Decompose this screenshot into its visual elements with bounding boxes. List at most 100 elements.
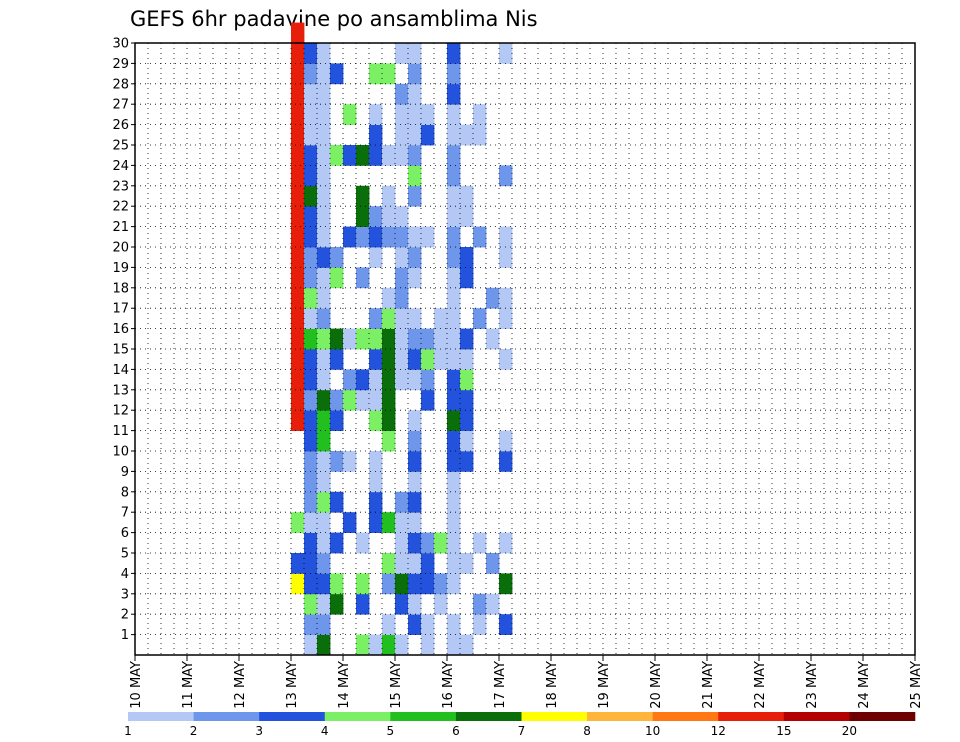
precip-cell [421, 124, 435, 146]
precip-cell [291, 165, 305, 187]
precip-cell [473, 614, 487, 635]
precip-cell [356, 532, 370, 554]
precip-cell [382, 206, 396, 227]
colorbar-segment [783, 712, 850, 721]
precip-cell [304, 532, 318, 554]
precip-cell [317, 63, 331, 85]
x-tick-label: 15 MAY [389, 661, 404, 709]
colorbar-segment [193, 712, 260, 721]
precip-cell [421, 328, 435, 350]
precip-cell [317, 165, 331, 187]
precip-cell [434, 328, 448, 350]
precip-cell [460, 267, 474, 289]
precip-cell [317, 573, 331, 595]
y-tick-label: 15 [112, 343, 129, 358]
precip-cell [304, 247, 318, 268]
precip-cell [356, 634, 370, 656]
precip-cell [499, 430, 513, 452]
precip-cell [486, 287, 500, 309]
colorbar-segment [455, 712, 522, 721]
precip-cell [395, 634, 409, 656]
precip-cell [382, 410, 396, 431]
precip-cell [408, 165, 422, 187]
precip-cell [460, 247, 474, 268]
precip-cell [330, 410, 344, 431]
precip-cell [447, 63, 461, 85]
precip-cell [369, 63, 383, 85]
precip-cell [369, 512, 383, 533]
precip-cell [395, 206, 409, 227]
precip-cell [304, 634, 318, 656]
precip-cell [291, 43, 305, 64]
precip-cell [343, 369, 357, 391]
precip-cell [291, 124, 305, 146]
precip-cell [499, 573, 513, 595]
precip-cell [382, 369, 396, 391]
precip-cell [447, 369, 461, 391]
precip-cell [291, 410, 305, 431]
precip-cell [382, 430, 396, 452]
y-tick-label: 3 [121, 587, 129, 602]
precip-cell [447, 247, 461, 268]
precip-cell [408, 532, 422, 554]
precip-cell [317, 634, 331, 656]
precip-cell [460, 349, 474, 370]
precip-cell [304, 83, 318, 105]
precip-cell [395, 369, 409, 391]
precip-cell [369, 247, 383, 268]
precip-cell [317, 532, 331, 554]
precip-cell [304, 512, 318, 533]
precip-cell [317, 308, 331, 329]
y-tick-label: 6 [121, 526, 129, 541]
precip-cell [291, 328, 305, 350]
precip-cell [460, 185, 474, 207]
x-tick-label: 13 MAY [285, 661, 300, 709]
x-tick-label: 10 MAY [129, 661, 144, 709]
colorbar-label: 15 [776, 724, 791, 738]
precip-cell [395, 287, 409, 309]
grid-layer [135, 42, 915, 655]
precip-cell [408, 369, 422, 391]
precip-cell [330, 247, 344, 268]
precip-cell [408, 349, 422, 370]
x-tick-label: 12 MAY [233, 661, 248, 709]
x-tick-label: 19 MAY [597, 661, 612, 709]
y-tick-label: 2 [121, 608, 129, 623]
precip-cell [460, 206, 474, 227]
precip-cell [395, 491, 409, 513]
precip-cell [369, 369, 383, 391]
precip-cell [408, 185, 422, 207]
precip-cell [317, 328, 331, 350]
precip-cell [330, 267, 344, 289]
precip-cell [291, 349, 305, 370]
precip-cell [395, 532, 409, 554]
precip-cell [291, 206, 305, 227]
precip-cell [317, 43, 331, 64]
x-tick-label: 20 MAY [649, 661, 664, 709]
precip-cell [382, 573, 396, 595]
precip-cell [447, 389, 461, 411]
precip-cell [473, 593, 487, 615]
precip-cell [447, 451, 461, 472]
precip-cell [369, 389, 383, 411]
precip-cell [395, 145, 409, 166]
precip-cell [395, 43, 409, 64]
precip-cell [304, 267, 318, 289]
y-tick-label: 25 [112, 139, 129, 154]
y-tick-label: 4 [121, 567, 129, 582]
precip-cell [395, 83, 409, 105]
precip-cell [395, 247, 409, 268]
precip-cell [304, 614, 318, 635]
precip-cell [291, 512, 305, 533]
precip-cell [304, 226, 318, 248]
precip-cell [447, 614, 461, 635]
precip-cell [291, 267, 305, 289]
precip-cell [460, 634, 474, 656]
precip-cell [408, 491, 422, 513]
y-tick-label: 19 [112, 261, 129, 276]
precip-cell [408, 145, 422, 166]
precip-cell [291, 247, 305, 268]
y-tick-label: 14 [112, 363, 129, 378]
precip-cell [291, 553, 305, 574]
precip-cell [369, 124, 383, 146]
